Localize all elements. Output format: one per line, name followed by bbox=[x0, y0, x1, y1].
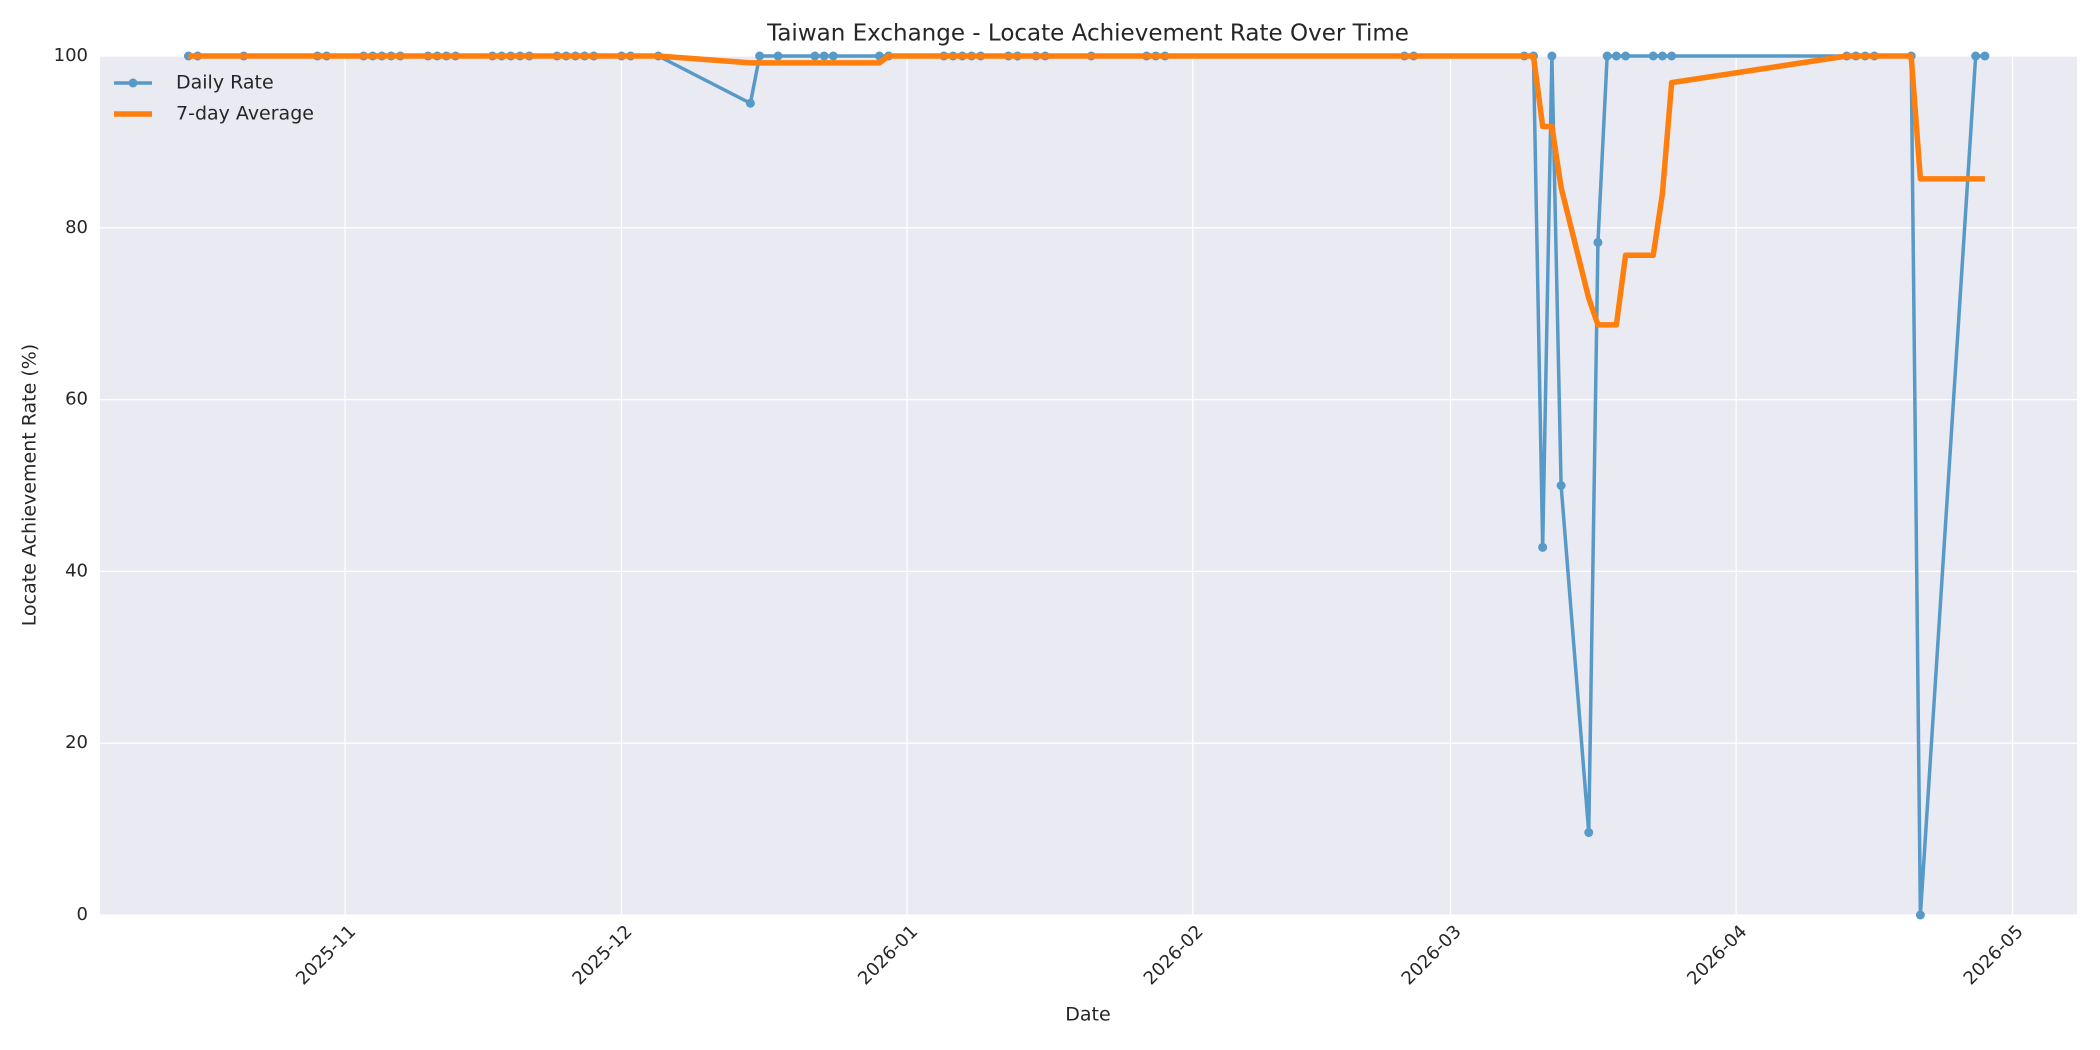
series-line bbox=[188, 53, 1985, 328]
data-point bbox=[1667, 51, 1677, 61]
x-tick-label: 2026-02 bbox=[1140, 921, 1208, 989]
data-point bbox=[773, 51, 783, 61]
x-tick-label: 2026-04 bbox=[1683, 921, 1751, 989]
data-point bbox=[755, 51, 765, 61]
y-tick-label: 80 bbox=[65, 217, 88, 238]
legend-marker bbox=[128, 78, 138, 88]
legend-label: 7-day Average bbox=[176, 103, 314, 125]
x-tick-label: 2026-01 bbox=[854, 921, 922, 989]
x-tick-label: 2025-12 bbox=[568, 921, 636, 989]
y-axis-label: Locate Achievement Rate (%) bbox=[19, 344, 41, 626]
y-tick-label: 60 bbox=[65, 389, 88, 410]
data-point bbox=[1648, 51, 1658, 61]
data-point bbox=[1657, 51, 1667, 61]
legend-label: Daily Rate bbox=[176, 72, 274, 94]
data-point bbox=[1538, 542, 1548, 552]
data-point bbox=[1556, 481, 1566, 490]
data-point bbox=[1602, 51, 1612, 61]
x-tick-label: 2025-11 bbox=[292, 921, 360, 989]
x-tick-label: 2026-05 bbox=[1960, 921, 2028, 989]
data-point bbox=[1584, 828, 1594, 838]
x-axis-label: Date bbox=[1065, 1004, 1110, 1026]
y-tick-label: 20 bbox=[65, 732, 88, 753]
data-point bbox=[1593, 237, 1603, 247]
data-point bbox=[1915, 910, 1925, 920]
data-point bbox=[828, 51, 838, 61]
plot-area bbox=[100, 56, 2077, 915]
chart-title: Taiwan Exchange - Locate Achievement Rat… bbox=[766, 21, 1409, 47]
data-point bbox=[1621, 51, 1631, 61]
data-point bbox=[1611, 51, 1621, 61]
y-tick-label: 100 bbox=[54, 45, 88, 66]
y-tick-label: 0 bbox=[77, 904, 88, 925]
data-point bbox=[810, 51, 820, 61]
data-point bbox=[1971, 51, 1981, 61]
data-point bbox=[819, 51, 829, 61]
data-point bbox=[745, 98, 755, 108]
data-point bbox=[1547, 51, 1557, 61]
y-tick-label: 40 bbox=[65, 560, 88, 581]
data-point bbox=[1980, 51, 1990, 61]
x-tick-label: 2026-03 bbox=[1398, 921, 1466, 989]
